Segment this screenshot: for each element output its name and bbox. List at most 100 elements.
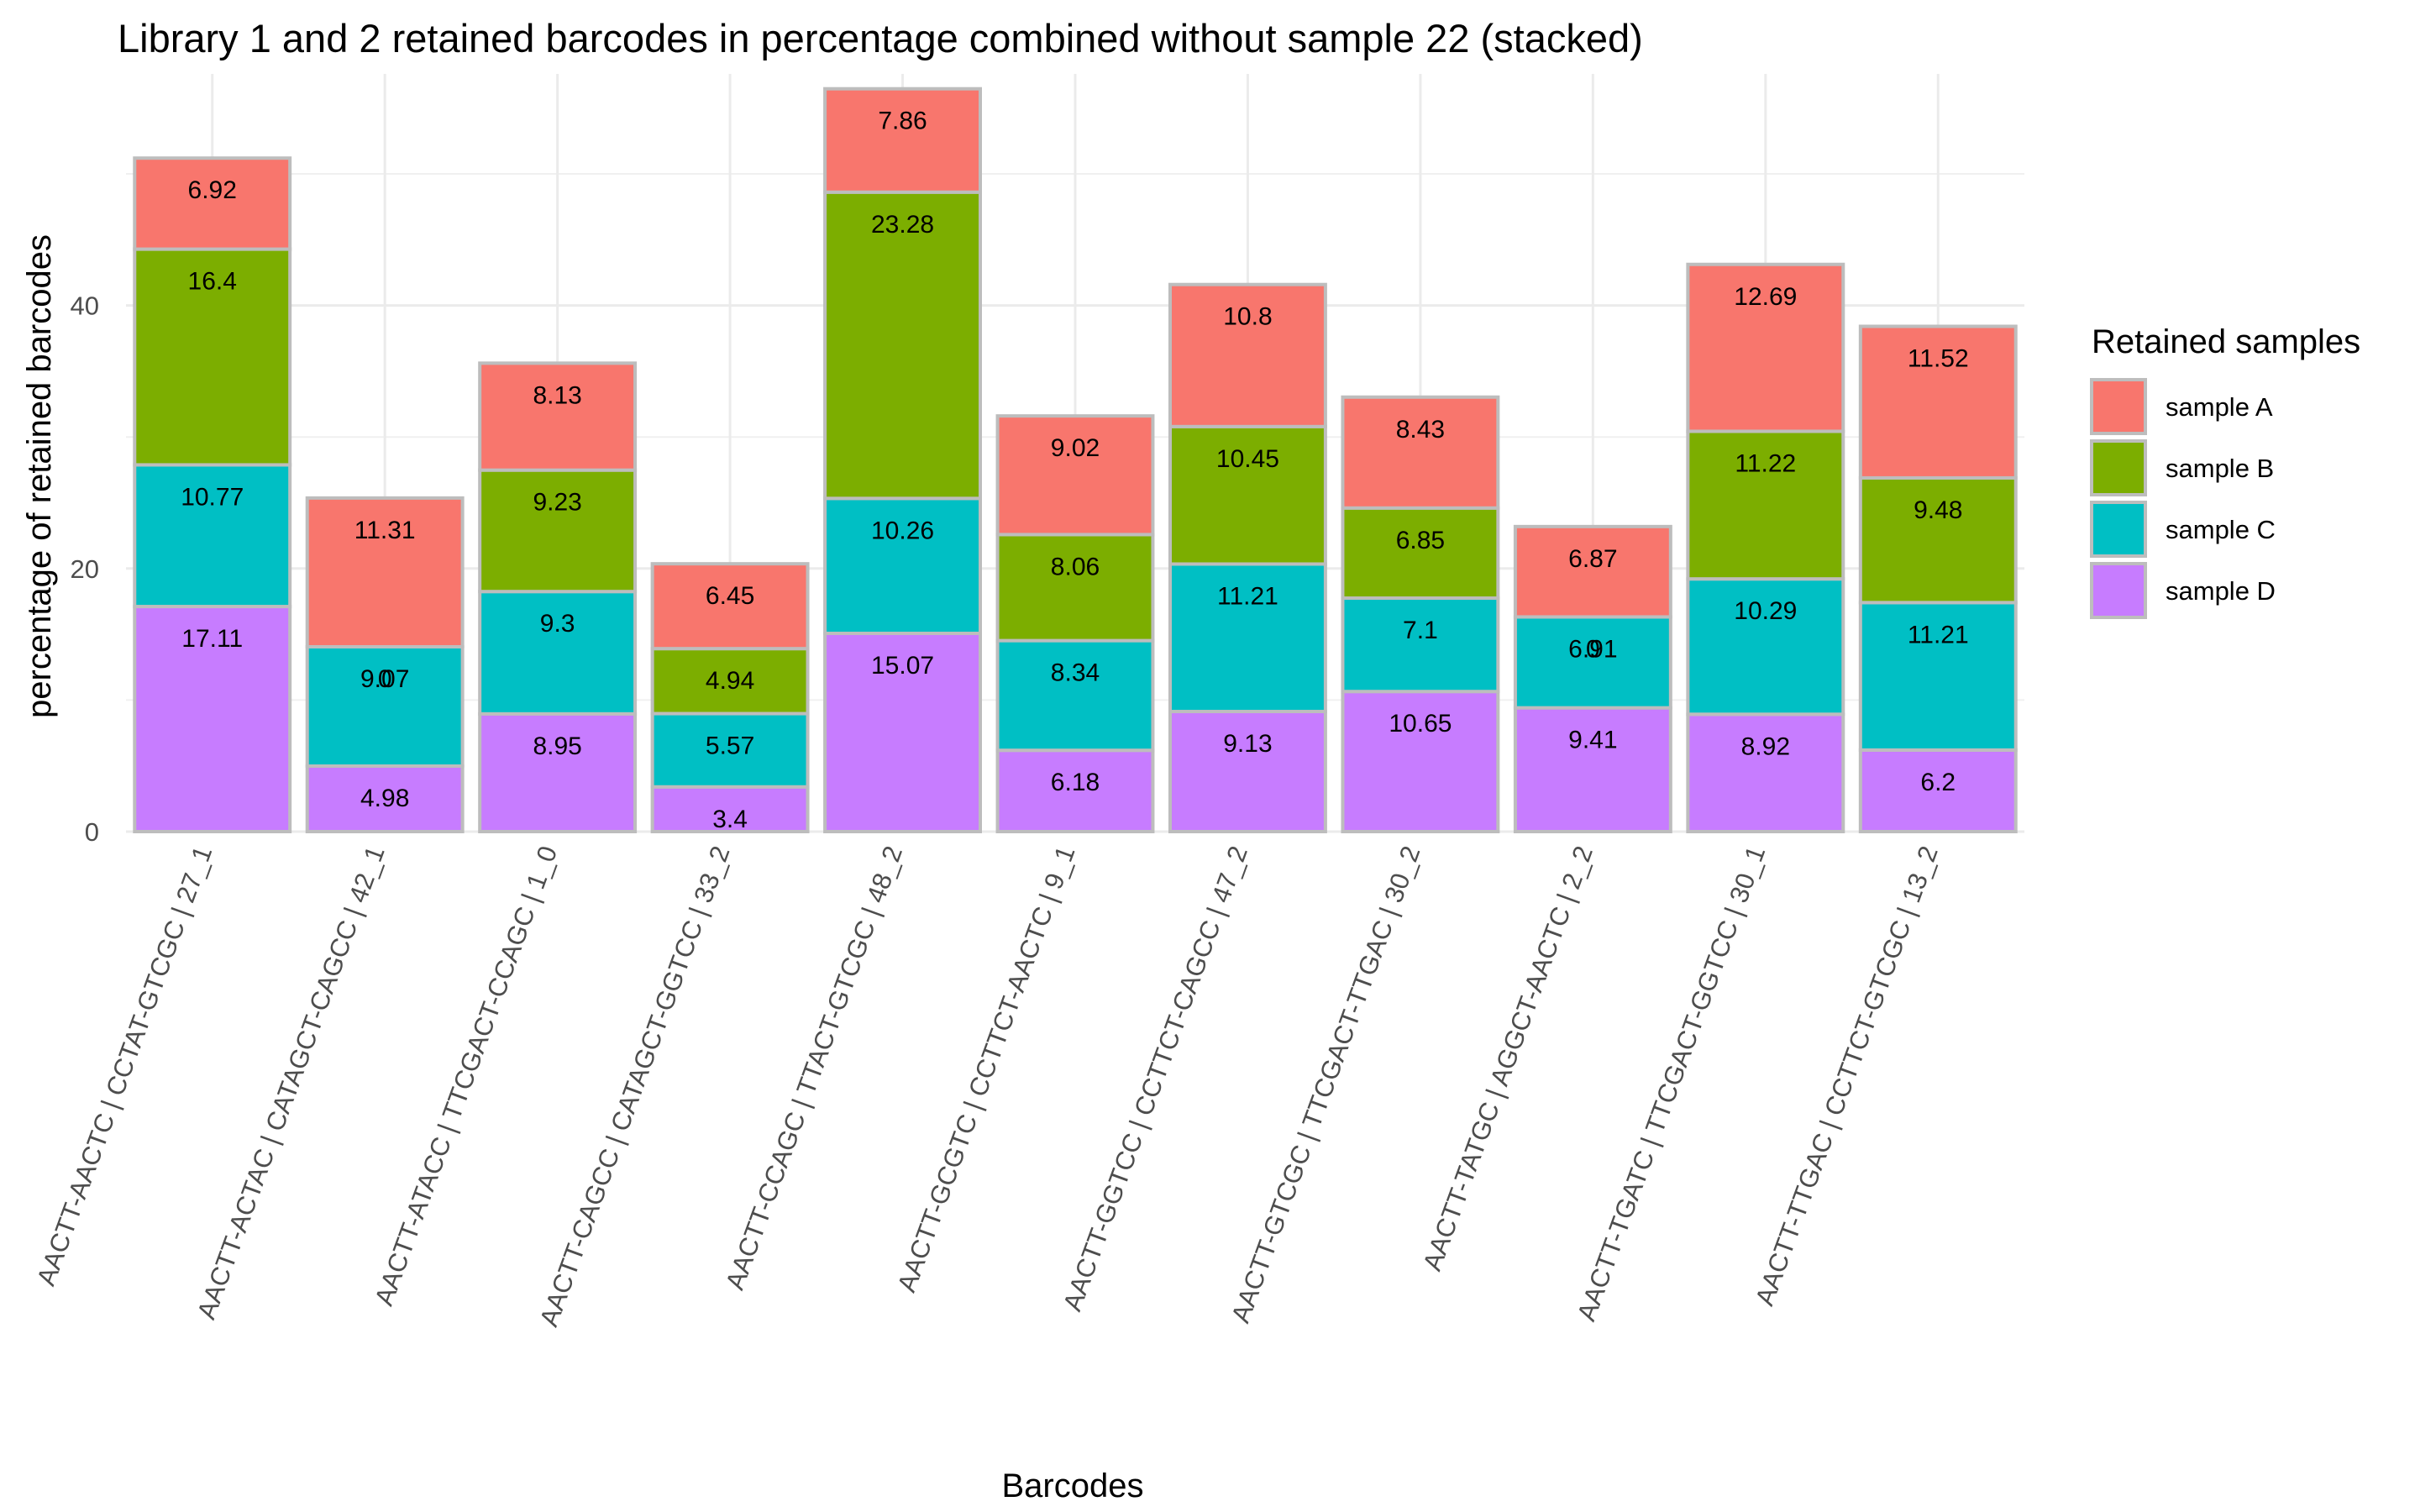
data-label-sample-c: 9.07 (360, 665, 409, 693)
bar-segment-sample-d (1513, 706, 1672, 834)
x-tick-label: AACTT-CCAGC | TTACT-GTCGC | 48_2 (720, 842, 908, 1294)
data-label-sample-b: 0 (1586, 635, 1600, 663)
data-label-sample-a: 11.31 (354, 517, 416, 544)
data-label-sample-b: 4.94 (706, 667, 754, 695)
y-tick-label: 20 (71, 554, 99, 584)
y-axis-title: percentage of retained barcodes (21, 234, 58, 718)
bar-segment-sample-b (1686, 429, 1845, 581)
data-label-sample-b: 8.06 (1051, 553, 1100, 580)
data-label-sample-b: 11.22 (1735, 449, 1796, 477)
data-label-sample-d: 10.65 (1389, 710, 1452, 738)
bar-segment-sample-d (1686, 712, 1845, 834)
bar-segment-sample-c (1341, 596, 1500, 694)
data-labels: 17.1110.7716.46.924.989.07011.318.959.39… (181, 108, 1969, 833)
x-tick-label: AACTT-GGTCC | CCTTCT-CAGCC | 47_2 (1058, 842, 1253, 1315)
data-label-sample-a: 8.43 (1396, 416, 1445, 444)
legend-key-sample-a (2090, 378, 2147, 435)
data-label-sample-a: 7.86 (878, 108, 927, 135)
data-label-sample-d: 6.2 (1920, 769, 1956, 796)
bars (133, 87, 2018, 834)
data-label-sample-c: 7.1 (1403, 617, 1438, 644)
data-label-sample-d: 17.11 (181, 625, 243, 653)
chart-title: Library 1 and 2 retained barcodes in per… (118, 16, 1643, 60)
bar-segment-sample-a (1686, 262, 1845, 433)
legend-label-sample-b: sample B (2166, 454, 2274, 483)
bar-segment-sample-d (650, 785, 810, 834)
data-label-sample-b: 10.45 (1216, 445, 1279, 473)
data-label-sample-d: 8.92 (1741, 732, 1790, 760)
x-tick-label: AACTT-GTCGC | TTCGACT-TTGAC | 30_2 (1226, 842, 1425, 1326)
bar-segment-sample-a (650, 562, 810, 651)
bar-segment-sample-c (1686, 577, 1845, 717)
data-label-sample-a: 8.13 (533, 381, 581, 409)
bar-segment-sample-d (1858, 748, 2018, 834)
data-label-sample-d: 9.41 (1568, 727, 1617, 754)
x-tick-label: AACTT-GCGTC | CCTTCT-AACTC | 9_1 (891, 842, 1080, 1295)
data-label-sample-d: 6.18 (1051, 769, 1100, 796)
y-tick-label: 40 (71, 291, 99, 321)
x-tick-label: AACTT-TGATC | TTCGACT-GGTCC | 30_1 (1572, 842, 1772, 1325)
data-label-sample-a: 6.87 (1568, 545, 1617, 573)
legend: Retained samples sample A sample B sample … (2090, 323, 2360, 619)
legend-key-sample-c (2090, 501, 2147, 558)
data-label-sample-c: 10.77 (181, 483, 244, 511)
bar-segment-sample-a (133, 156, 292, 251)
x-tick-label: AACTT-TTGAC | CCTTCT-GTCGC | 13_2 (1750, 842, 1944, 1309)
bar-segment-sample-d (1168, 710, 1327, 833)
bar-segment-sample-a (1168, 282, 1327, 428)
legend-title: Retained samples (2092, 323, 2360, 360)
bar-segment-sample-d (478, 711, 638, 833)
data-label-sample-d: 9.13 (1223, 730, 1272, 758)
legend-label-sample-c: sample C (2166, 515, 2276, 544)
legend-key-sample-b (2090, 439, 2147, 496)
x-tick-label: AACTT-TATGC | AGGCT-AACTC | 2_2 (1417, 842, 1599, 1274)
bar-segment-sample-d (133, 605, 292, 833)
data-label-sample-b: 9.48 (1914, 496, 1962, 524)
data-label-sample-a: 9.02 (1051, 434, 1100, 462)
bar-segment-sample-b (995, 533, 1155, 643)
data-label-sample-c: 11.21 (1908, 621, 1969, 648)
bar-segment-sample-b (823, 190, 982, 501)
data-label-sample-c: 9.3 (540, 610, 575, 638)
legend-label-sample-a: sample A (2166, 392, 2273, 422)
bar-segment-sample-d (305, 764, 465, 834)
data-label-sample-c: 5.57 (706, 732, 754, 760)
data-label-sample-d: 3.4 (712, 806, 748, 833)
data-label-sample-c: 8.34 (1051, 659, 1100, 687)
bar-segment-sample-a (823, 87, 982, 194)
data-label-sample-a: 11.52 (1908, 345, 1969, 373)
data-label-sample-c: 6.91 (1568, 635, 1617, 663)
x-axis-title: Barcodes (1002, 1467, 1144, 1504)
bar-segment-sample-c (133, 463, 292, 609)
data-label-sample-b: 0 (378, 665, 392, 693)
data-label-sample-a: 6.92 (188, 176, 237, 204)
bar-segment-sample-a (305, 496, 465, 648)
bar-segment-sample-c (1513, 615, 1672, 710)
y-tick-label: 0 (85, 817, 99, 847)
bar-segment-sample-c (995, 638, 1155, 753)
data-label-sample-b: 23.28 (871, 211, 934, 239)
bar-segment-sample-c (478, 590, 638, 716)
bar-segment-sample-d (823, 632, 982, 834)
bar-segment-sample-c (1168, 562, 1327, 714)
bar-segment-sample-b (1858, 475, 2018, 605)
bar-segment-sample-a (995, 414, 1155, 537)
data-label-sample-d: 15.07 (871, 652, 934, 680)
bar-segment-sample-b (478, 468, 638, 594)
bar-segment-sample-c (823, 496, 982, 636)
data-label-sample-d: 4.98 (360, 785, 409, 812)
data-label-sample-b: 6.85 (1396, 527, 1445, 554)
bar-segment-sample-a (1341, 395, 1500, 510)
data-label-sample-a: 10.8 (1223, 303, 1272, 331)
data-label-sample-a: 6.45 (706, 582, 754, 610)
x-tick-label: AACTT-ACTAC | CATAGCT-CAGCC | 42_1 (192, 842, 391, 1323)
x-tick-label: AACTT-ATACC | TTCGACT-CCAGC | 1_0 (369, 842, 563, 1309)
bar-segment-sample-a (1858, 324, 2018, 480)
bar-segment-sample-a (478, 361, 638, 472)
bar-segment-sample-c (650, 711, 810, 789)
data-label-sample-d: 8.95 (533, 732, 581, 760)
data-label-sample-b: 16.4 (188, 268, 237, 296)
x-tick-label: AACTT-CAGCC | CATAGCT-GGTCC | 33_2 (534, 842, 736, 1330)
bar-segment-sample-b (1341, 506, 1500, 601)
